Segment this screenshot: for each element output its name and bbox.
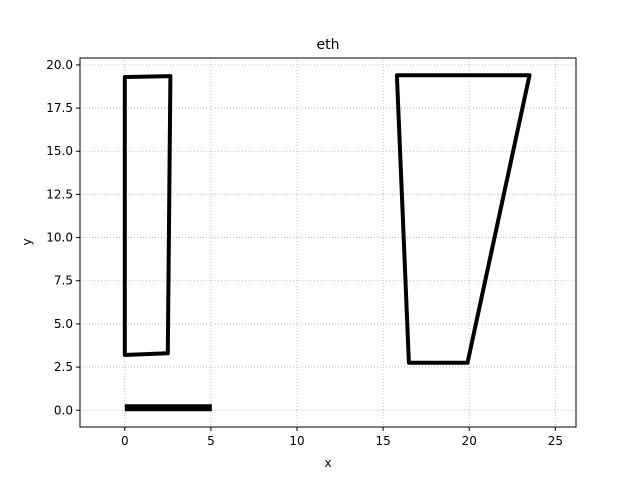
x-axis-label: x [324,456,331,470]
data-series [122,73,532,412]
y-axis-ticks: 0.0 2.5 5.0 7.5 10.0 12.5 15.0 17.5 20.0 [46,58,80,417]
y-tick-label: 17.5 [46,101,73,115]
y-tick-label: 0.0 [54,403,73,417]
series-shape-2 [394,73,532,365]
y-tick-label: 12.5 [46,187,73,201]
y-axis-label: y [20,238,34,245]
x-tick-label: 15 [375,434,390,448]
y-tick-label: 2.5 [54,360,73,374]
x-tick-label: 0 [121,434,129,448]
y-tick-label: 7.5 [54,274,73,288]
chart-title: eth [317,37,340,53]
x-tick-label: 5 [207,434,215,448]
y-tick-label: 15.0 [46,144,73,158]
y-tick-label: 5.0 [54,317,73,331]
plot-frame [79,57,577,428]
y-tick-label: 20.0 [46,58,73,72]
x-tick-label: 10 [289,434,304,448]
x-tick-label: 25 [548,434,563,448]
y-tick-label: 10.0 [46,231,73,245]
x-tick-label: 20 [462,434,477,448]
series-shape-1 [122,74,173,357]
x-axis-ticks: 0 5 10 15 20 25 [121,427,563,448]
